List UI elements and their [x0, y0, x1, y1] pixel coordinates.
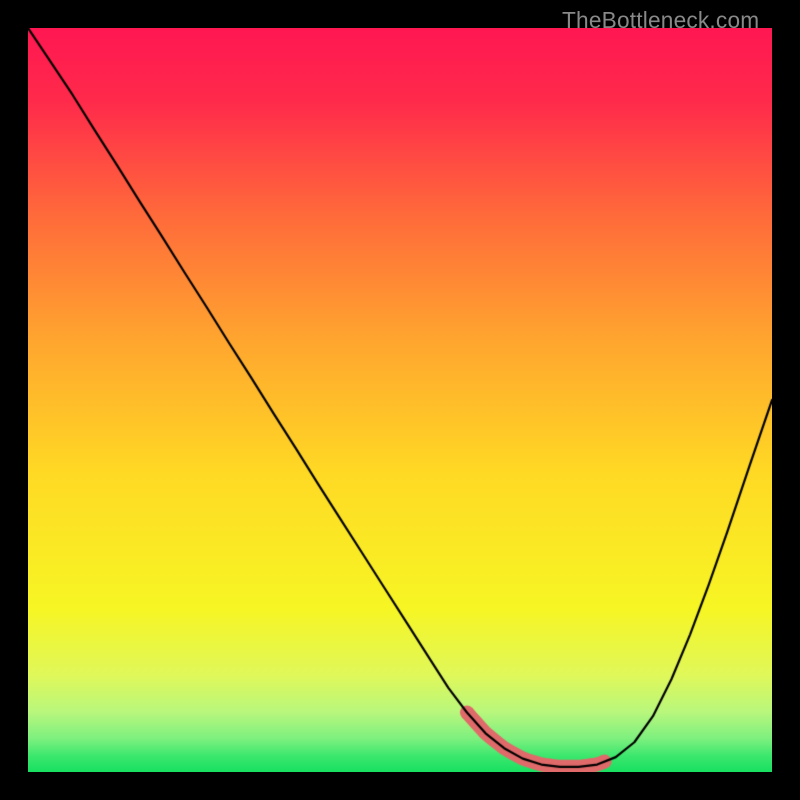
chart-canvas [28, 28, 772, 772]
stage: TheBottleneck.com [0, 0, 800, 800]
plot-area [28, 28, 772, 772]
watermark-label: TheBottleneck.com [562, 7, 759, 34]
